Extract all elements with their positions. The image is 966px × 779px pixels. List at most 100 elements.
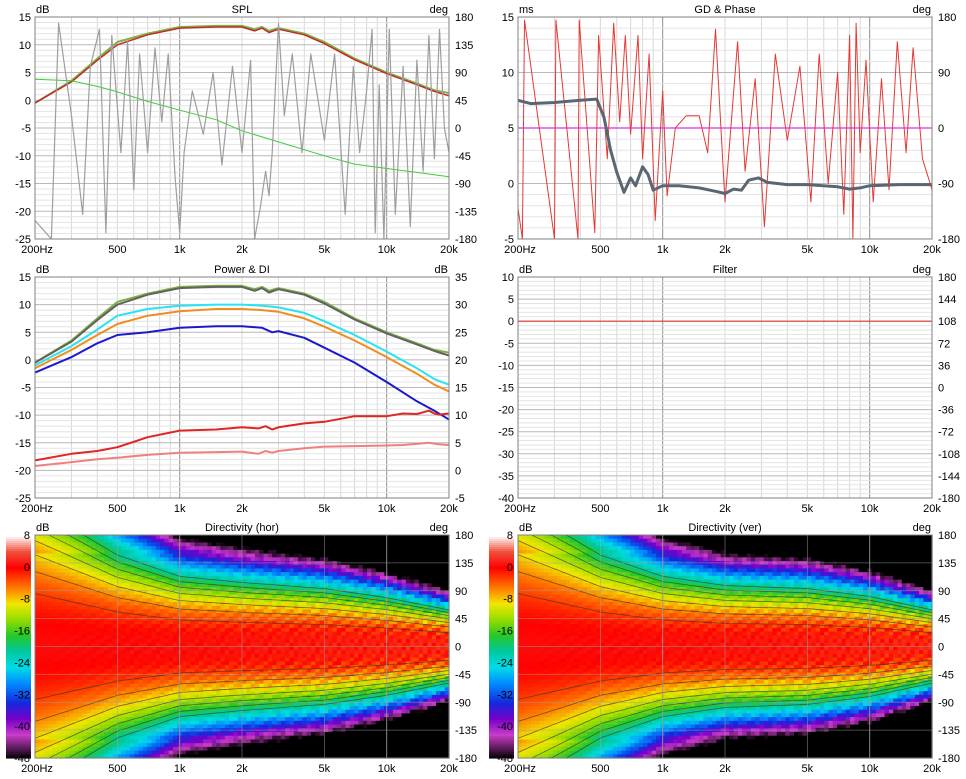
heatmap-cell bbox=[233, 613, 239, 618]
heatmap-cell bbox=[263, 594, 269, 599]
heatmap-cell bbox=[125, 579, 131, 584]
heatmap-cell bbox=[194, 750, 200, 755]
heatmap-cell bbox=[328, 698, 334, 703]
heatmap-cell bbox=[190, 579, 196, 584]
heatmap-cell bbox=[164, 535, 170, 540]
heatmap-cell bbox=[306, 705, 312, 711]
heatmap-cell bbox=[242, 605, 247, 610]
heatmap-cell bbox=[336, 557, 342, 562]
heatmap-cell bbox=[207, 635, 213, 640]
heatmap-cell bbox=[164, 627, 170, 633]
heatmap-cell bbox=[207, 731, 213, 737]
heatmap-cell bbox=[237, 754, 243, 759]
heatmap-cell bbox=[293, 746, 299, 752]
x-tick-label: 500 bbox=[108, 244, 126, 256]
heatmap-cell bbox=[311, 650, 316, 655]
heatmap-cell bbox=[302, 646, 308, 651]
heatmap-cell bbox=[354, 639, 360, 644]
heatmap-cell bbox=[250, 709, 256, 714]
heatmap-cell bbox=[116, 735, 122, 741]
heatmap-cell bbox=[168, 698, 174, 703]
heatmap-cell bbox=[168, 546, 174, 551]
heatmap-cell bbox=[207, 639, 213, 644]
heatmap-cell bbox=[91, 661, 96, 666]
heatmap-cell bbox=[315, 594, 321, 599]
heatmap-cell bbox=[345, 657, 351, 662]
heatmap-cell bbox=[211, 750, 217, 755]
heatmap-cell bbox=[336, 598, 342, 603]
heatmap-cell bbox=[242, 557, 247, 562]
heatmap-cell bbox=[203, 624, 209, 629]
heatmap-cell bbox=[293, 575, 299, 581]
heatmap-cell bbox=[65, 683, 71, 688]
heatmap-cell bbox=[336, 627, 342, 633]
heatmap-cell bbox=[91, 575, 96, 581]
heatmap-cell bbox=[220, 650, 226, 655]
heatmap-cell bbox=[293, 750, 299, 755]
heatmap-cell bbox=[203, 575, 209, 581]
heatmap-cell bbox=[211, 661, 217, 666]
heatmap-cell bbox=[328, 694, 334, 700]
heatmap-cell bbox=[242, 750, 247, 755]
heatmap-cell bbox=[73, 605, 79, 610]
heatmap-cell bbox=[311, 609, 316, 614]
heatmap-cell bbox=[328, 594, 334, 599]
heatmap-cell bbox=[69, 694, 75, 700]
heatmap-cell bbox=[173, 743, 178, 748]
heatmap-cell bbox=[267, 538, 273, 544]
heatmap-cell bbox=[39, 579, 45, 584]
heatmap-cell bbox=[280, 624, 286, 629]
heatmap-cell bbox=[341, 731, 347, 737]
heatmap-cell bbox=[116, 642, 122, 648]
heatmap-cell bbox=[254, 627, 260, 633]
heatmap-cell bbox=[125, 538, 131, 544]
heatmap-cell bbox=[345, 653, 351, 659]
heatmap-cell bbox=[112, 653, 118, 659]
heatmap-cell bbox=[289, 646, 295, 651]
heatmap-cell bbox=[116, 746, 122, 752]
heatmap-cell bbox=[155, 542, 161, 547]
heatmap-cell bbox=[95, 631, 101, 636]
heatmap-cell bbox=[160, 705, 165, 711]
heatmap-cell bbox=[129, 746, 135, 752]
heatmap-cell bbox=[121, 538, 127, 544]
heatmap-cell bbox=[104, 557, 109, 562]
heatmap-cell bbox=[272, 683, 278, 688]
heatmap-cell bbox=[246, 724, 252, 729]
heatmap-cell bbox=[86, 642, 92, 648]
heatmap-cell bbox=[134, 694, 140, 700]
heatmap-cell bbox=[242, 635, 247, 640]
heatmap-cell bbox=[35, 668, 40, 674]
heatmap-cell bbox=[142, 650, 148, 655]
heatmap-cell bbox=[328, 583, 334, 588]
heatmap-cell bbox=[73, 676, 79, 681]
heatmap-cell bbox=[91, 705, 96, 711]
heatmap-cell bbox=[354, 702, 360, 707]
heatmap-cell bbox=[293, 613, 299, 618]
heatmap-cell bbox=[259, 687, 265, 692]
heatmap-cell bbox=[276, 624, 282, 629]
heatmap-cell bbox=[220, 553, 226, 558]
heatmap-cell bbox=[216, 702, 222, 707]
heatmap-cell bbox=[198, 609, 204, 614]
heatmap-cell bbox=[43, 750, 49, 755]
heatmap-cell bbox=[138, 694, 144, 700]
heatmap-cell bbox=[52, 564, 58, 570]
heatmap-cell bbox=[242, 743, 247, 748]
heatmap-cell bbox=[233, 546, 239, 551]
heatmap-cell bbox=[246, 694, 252, 700]
heatmap-cell bbox=[185, 657, 191, 662]
heatmap-cell bbox=[168, 720, 174, 726]
heatmap-cell bbox=[289, 620, 295, 625]
heatmap-cell bbox=[47, 575, 53, 581]
heatmap-cell bbox=[151, 668, 157, 674]
heatmap-cell bbox=[198, 676, 204, 681]
heatmap-cell bbox=[160, 687, 165, 692]
heatmap-cell bbox=[129, 583, 135, 588]
heatmap-cell bbox=[293, 605, 299, 610]
heatmap-cell bbox=[194, 735, 200, 741]
heatmap-cell bbox=[233, 620, 239, 625]
heatmap-cell bbox=[246, 657, 252, 662]
heatmap-cell bbox=[250, 605, 256, 610]
